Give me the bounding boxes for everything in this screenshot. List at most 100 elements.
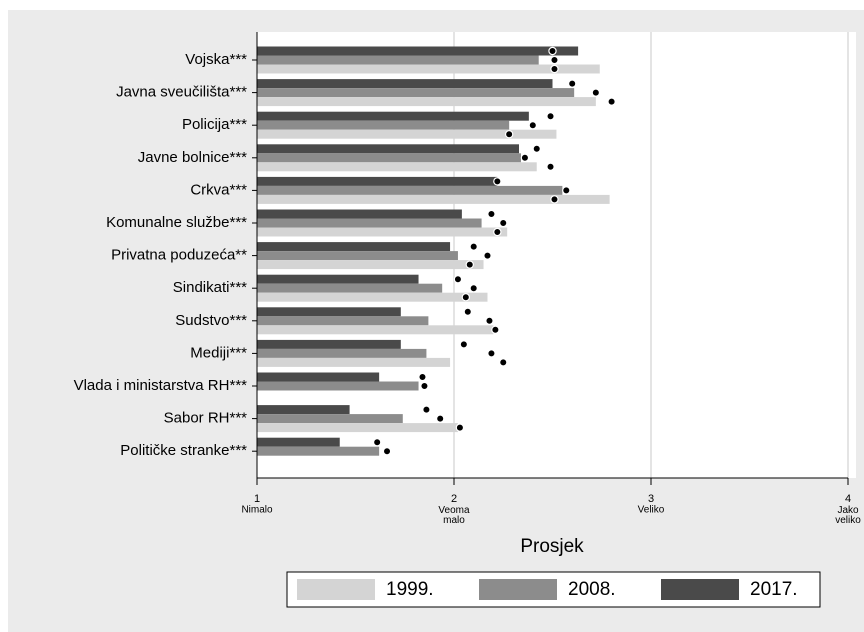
marker [418,372,427,382]
legend-label: 1999. [386,579,434,600]
bar [257,283,443,293]
bar [257,194,610,204]
bar [257,97,596,107]
bar [257,176,498,186]
y-tick-label: Sindikati*** [173,279,247,296]
marker [546,111,555,121]
marker [491,325,500,334]
marker [422,405,431,414]
marker [487,209,496,219]
bar [257,88,575,98]
y-tick-label: Političke stranke*** [120,442,247,459]
legend-label: 2017. [750,579,798,600]
x-tick-sublabel: Veliko [638,505,665,516]
marker [455,423,465,432]
bar [257,446,380,456]
marker [436,414,445,423]
marker [499,358,508,367]
marker [493,177,502,186]
bar [257,307,401,317]
x-tick-label: 2 [451,493,457,505]
bar [257,339,401,349]
marker [528,120,538,130]
bar [257,405,350,415]
marker [453,275,463,284]
marker [493,227,502,237]
bar [257,111,529,121]
bar [257,162,537,172]
bar [257,242,451,252]
x-tick-sublabel: Nimalo [241,505,273,516]
bar [257,251,458,261]
marker [463,307,472,316]
bar [257,423,458,433]
x-axis-title: Prosjek [520,536,584,557]
bar [257,357,451,367]
bar [257,153,521,163]
y-tick-label: Crkva*** [190,181,247,198]
y-tick-label: Vojska*** [185,51,247,68]
bar [257,372,380,382]
marker [548,46,557,56]
bar [257,274,419,284]
marker [550,55,559,65]
x-tick-label: 4 [845,493,851,505]
bar [257,260,484,270]
marker [382,447,392,456]
bar [257,129,557,139]
bar [257,120,510,130]
bar [257,381,419,391]
marker [591,88,601,97]
legend-swatch [297,579,375,600]
bar [257,79,553,89]
y-tick-label: Privatna poduzeća** [111,247,247,264]
bar [257,144,520,154]
bar [257,185,563,195]
y-tick-label: Policija*** [182,116,247,133]
legend-swatch [479,579,557,600]
marker [607,97,616,106]
marker [568,79,577,88]
bar [257,218,482,228]
y-tick-label: Sudstvo*** [175,312,247,329]
marker [504,129,514,139]
x-tick-label: 3 [648,493,654,505]
marker [469,242,478,251]
bar [257,292,488,302]
marker [465,260,474,269]
bar [257,316,429,326]
marker [459,340,469,349]
marker [562,186,571,195]
bar [257,227,508,237]
marker [550,64,559,74]
y-tick-label: Komunalne službe*** [106,214,247,231]
bar [257,46,579,56]
marker [487,349,496,358]
bar [257,325,494,335]
x-tick-sublabel: Jako veliko [835,505,861,526]
marker [485,316,494,325]
y-tick-label: Mediji*** [190,344,247,361]
marker [532,144,541,153]
legend-label: 2008. [568,579,616,600]
marker [499,218,508,228]
marker [469,284,478,293]
bar [257,348,427,358]
bar [257,437,340,447]
marker [483,251,492,260]
bar [257,64,600,74]
marker [461,293,471,302]
x-tick-label: 1 [254,493,260,505]
marker [372,438,382,447]
x-tick-sublabel: Veoma malo [438,505,470,526]
y-tick-label: Sabor RH*** [164,410,248,427]
legend: 1999. 2008. 2017. [297,579,798,600]
bar [257,55,539,65]
marker [520,153,530,162]
y-tick-label: Javna sveučilišta*** [116,84,247,101]
marker [420,381,429,391]
bar [257,414,403,424]
marker [550,195,559,204]
marker [546,162,555,171]
